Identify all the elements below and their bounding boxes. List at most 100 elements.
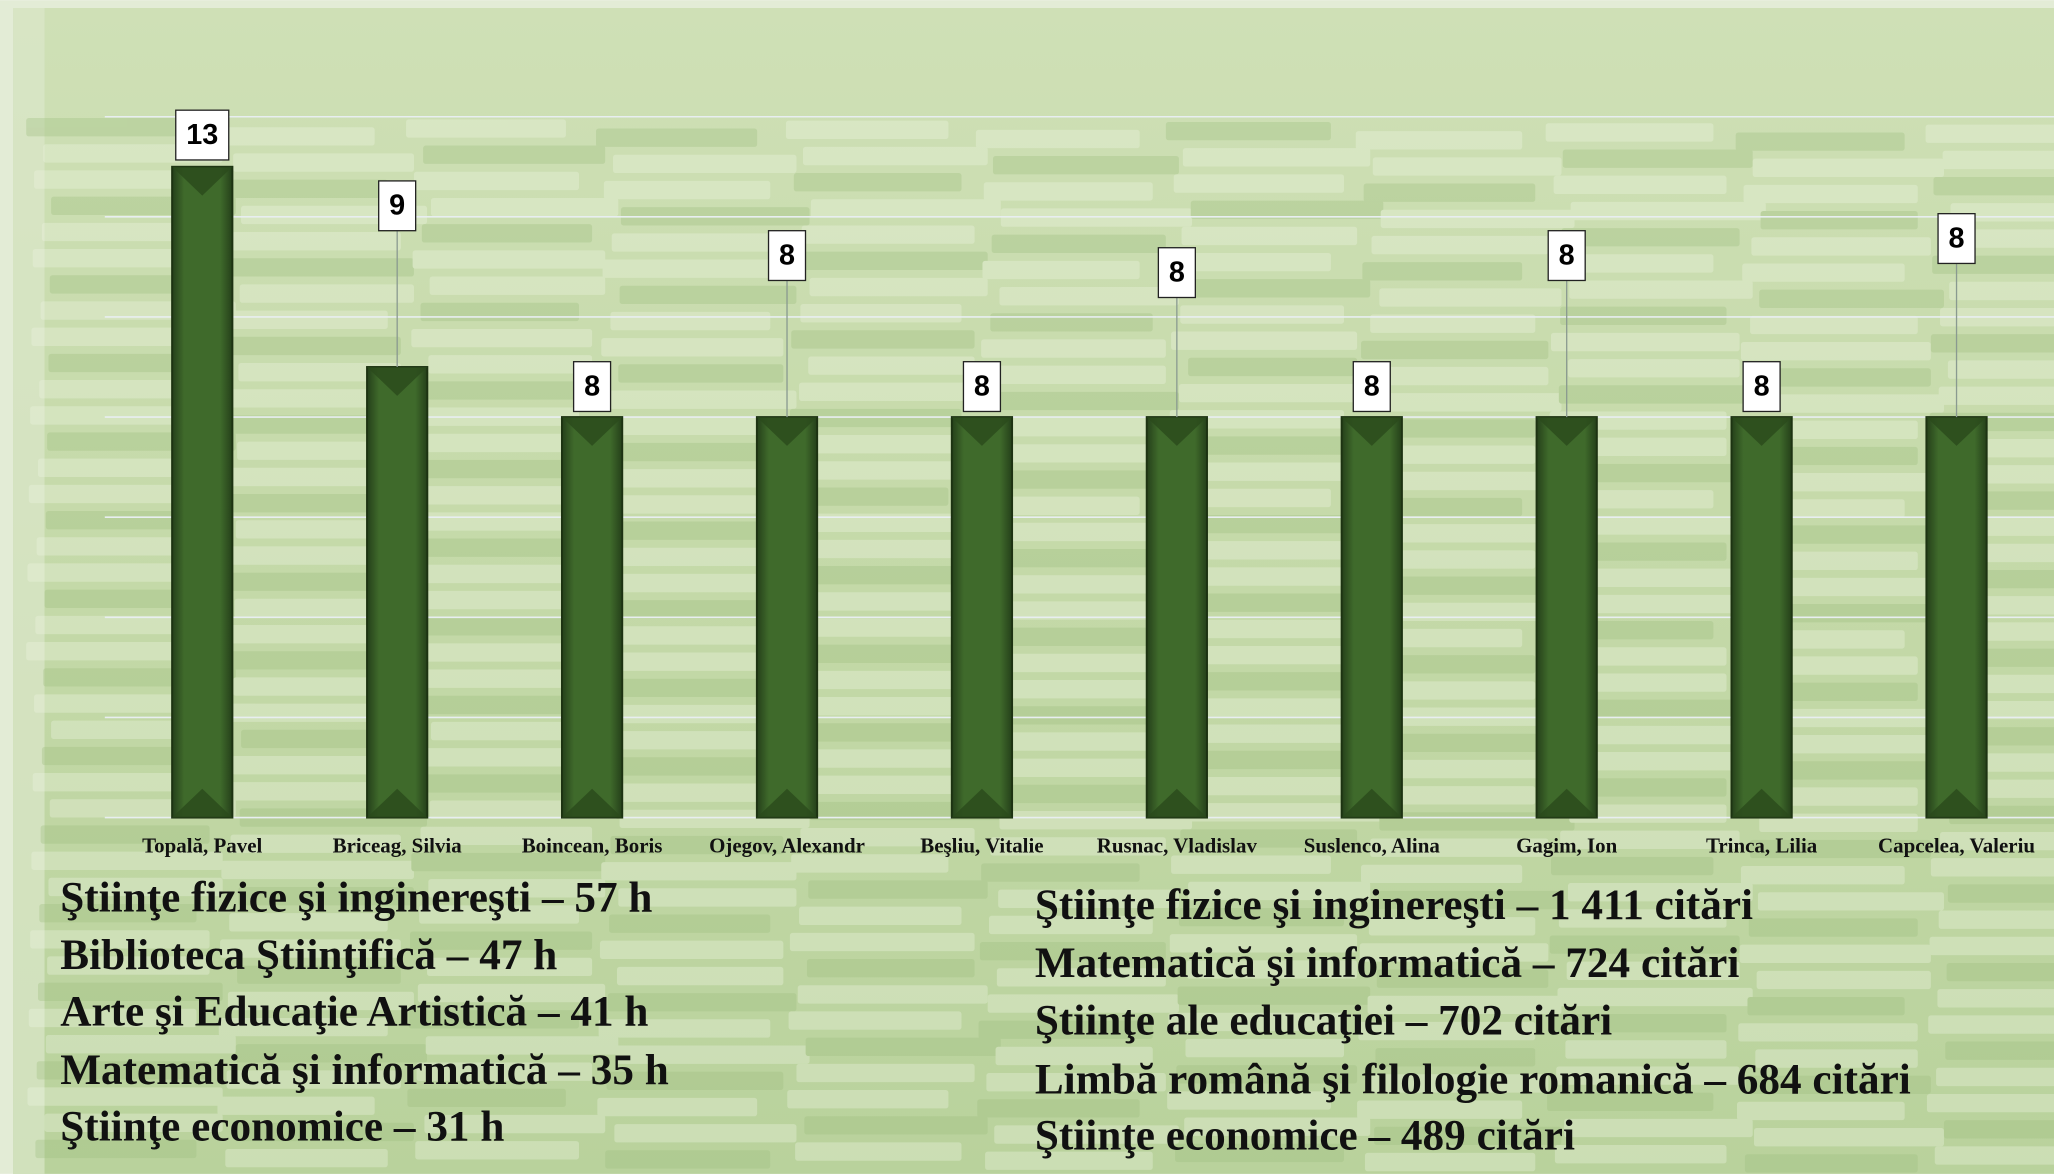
book xyxy=(1760,211,1918,230)
book xyxy=(1553,699,1740,718)
book xyxy=(799,382,988,401)
book xyxy=(410,931,593,950)
book xyxy=(606,547,771,567)
book xyxy=(618,364,784,383)
book xyxy=(28,1008,197,1028)
book xyxy=(1558,385,1753,404)
bar xyxy=(1145,416,1208,819)
book xyxy=(1748,918,1918,937)
book xyxy=(428,879,606,898)
book xyxy=(227,991,414,1011)
book xyxy=(1186,960,1358,979)
book xyxy=(1165,645,1345,665)
book xyxy=(801,749,988,768)
book xyxy=(1185,514,1371,534)
book xyxy=(991,234,1166,253)
book xyxy=(1380,209,1575,229)
book xyxy=(1364,628,1523,648)
book xyxy=(620,731,784,750)
book xyxy=(424,590,593,610)
book xyxy=(603,704,784,724)
book xyxy=(1942,150,2054,170)
book xyxy=(1380,733,1549,753)
book xyxy=(981,339,1166,358)
book xyxy=(991,758,1179,777)
book xyxy=(1938,910,2054,929)
book xyxy=(987,994,1179,1013)
list-item: Ştiinţe fizice şi inginereşti – 1 411 ci… xyxy=(1035,881,1753,929)
book xyxy=(1743,184,1918,204)
book xyxy=(1747,473,1931,492)
book xyxy=(1757,368,1931,387)
book xyxy=(406,643,579,662)
book xyxy=(1930,334,2054,353)
book xyxy=(1754,1128,1944,1147)
book xyxy=(793,697,975,716)
book xyxy=(1936,1067,2054,1087)
book xyxy=(1928,1015,2054,1034)
x-tick-label: Trinca, Lilia xyxy=(1706,833,1818,857)
book xyxy=(1370,838,1549,857)
book xyxy=(1569,280,1753,299)
book xyxy=(1182,148,1371,167)
book xyxy=(1760,735,1931,754)
book xyxy=(1556,542,1727,561)
book xyxy=(598,495,758,514)
book xyxy=(992,680,1153,699)
book xyxy=(26,642,197,661)
book xyxy=(1171,331,1358,350)
data-label-box xyxy=(767,230,807,282)
book xyxy=(423,145,606,164)
book xyxy=(1374,602,1549,622)
book xyxy=(1744,1154,1918,1173)
book xyxy=(994,1125,1179,1144)
book xyxy=(1742,263,1905,282)
book xyxy=(619,285,797,305)
book xyxy=(241,729,401,749)
x-tick-label: Briceag, Silvia xyxy=(333,833,463,857)
book xyxy=(415,1141,579,1160)
book xyxy=(598,1019,771,1038)
book xyxy=(791,330,975,349)
book xyxy=(601,862,797,881)
book xyxy=(610,311,771,331)
book xyxy=(36,537,197,556)
book xyxy=(810,723,975,742)
book xyxy=(407,564,593,584)
book xyxy=(601,338,784,357)
book xyxy=(1371,235,1549,255)
book xyxy=(31,327,210,346)
book xyxy=(1168,488,1331,508)
book xyxy=(1947,360,2054,379)
book xyxy=(990,837,1166,856)
book xyxy=(1751,237,1931,256)
book xyxy=(793,173,962,192)
book xyxy=(1755,525,1944,544)
data-label: 8 xyxy=(1559,240,1575,272)
book xyxy=(605,626,797,645)
book xyxy=(1560,306,1727,326)
book xyxy=(791,854,949,873)
book xyxy=(417,983,606,1003)
book xyxy=(31,851,223,870)
book xyxy=(1370,314,1536,333)
book xyxy=(1934,1146,2054,1165)
book xyxy=(1181,226,1358,246)
book xyxy=(216,651,388,670)
data-label-box xyxy=(1157,247,1197,299)
book xyxy=(979,418,1153,437)
book xyxy=(1178,907,1345,927)
book xyxy=(218,493,414,513)
book xyxy=(217,1096,375,1115)
book xyxy=(977,575,1166,594)
book xyxy=(1168,1012,1345,1032)
book xyxy=(805,513,988,532)
book xyxy=(44,1113,223,1132)
book xyxy=(615,1045,810,1064)
book xyxy=(787,566,975,585)
book xyxy=(1554,1145,1727,1164)
book xyxy=(1552,254,1714,273)
data-label-box xyxy=(572,361,612,413)
data-label-box xyxy=(1352,361,1391,413)
book xyxy=(35,1139,197,1159)
